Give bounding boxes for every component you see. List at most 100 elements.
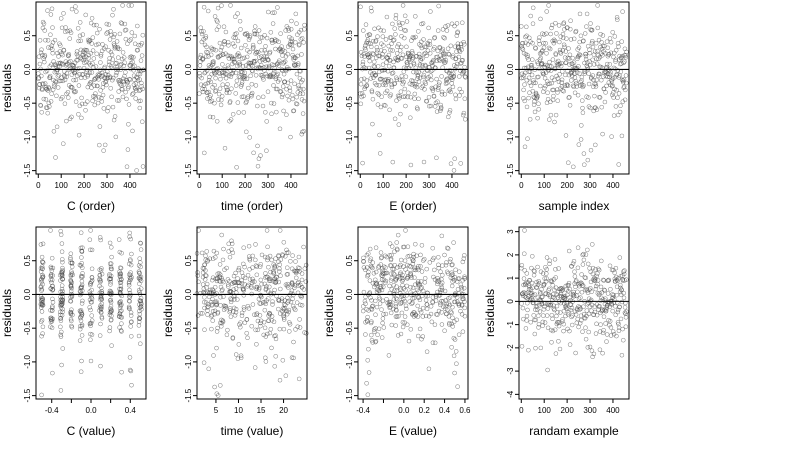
data-point	[556, 23, 562, 28]
data-point	[48, 45, 53, 51]
data-point	[590, 73, 596, 78]
data-point	[411, 251, 416, 257]
data-point	[88, 358, 94, 364]
data-point	[285, 265, 290, 270]
data-point	[211, 47, 216, 52]
data-point	[379, 68, 385, 73]
data-point	[128, 236, 133, 242]
data-point	[403, 74, 409, 79]
data-point	[613, 57, 618, 63]
data-point	[400, 324, 406, 330]
data-point	[398, 300, 403, 305]
data-point	[263, 271, 268, 276]
data-point	[580, 252, 585, 258]
y-tick-label: -0.5	[23, 321, 32, 335]
data-point	[384, 60, 389, 65]
data-point	[211, 59, 216, 64]
data-point	[248, 73, 253, 79]
data-point	[410, 311, 415, 317]
data-point	[619, 77, 625, 83]
data-point	[283, 254, 288, 259]
data-point	[122, 21, 128, 27]
data-point	[553, 351, 559, 356]
data-point	[370, 51, 375, 56]
data-point	[229, 241, 235, 247]
data-point	[39, 317, 45, 323]
data-point	[232, 32, 238, 37]
data-point	[99, 266, 104, 271]
data-point	[547, 81, 552, 87]
data-point	[550, 57, 556, 62]
data-point	[460, 259, 466, 265]
data-point	[89, 278, 95, 283]
data-point	[207, 95, 212, 100]
data-point	[127, 295, 132, 300]
data-point	[50, 305, 55, 311]
data-point	[117, 300, 122, 306]
data-point	[589, 302, 595, 308]
data-point	[573, 350, 578, 356]
y-tick-label: 0.0	[506, 63, 515, 75]
data-point	[419, 243, 425, 248]
data-point	[277, 126, 283, 132]
data-point	[390, 21, 395, 27]
data-point	[411, 258, 416, 263]
data-point	[201, 266, 207, 271]
data-point	[103, 71, 109, 77]
data-point	[233, 352, 239, 357]
data-point	[615, 309, 621, 315]
data-point	[107, 328, 112, 334]
data-point	[417, 307, 423, 313]
data-point	[231, 280, 237, 285]
data-point	[427, 38, 432, 44]
data-point	[98, 88, 103, 93]
data-point	[218, 279, 223, 284]
data-point	[235, 297, 240, 302]
y-tick-label: 0.0	[184, 63, 193, 75]
data-point	[259, 54, 264, 59]
data-point	[462, 96, 468, 101]
data-point	[214, 345, 219, 351]
data-point	[591, 84, 596, 89]
data-point	[600, 350, 605, 356]
data-point	[570, 261, 576, 266]
data-point	[544, 51, 549, 56]
data-point	[294, 71, 300, 77]
data-point	[239, 278, 244, 283]
data-point	[302, 22, 307, 28]
data-point	[51, 84, 57, 89]
data-point	[58, 312, 63, 318]
data-point	[76, 83, 82, 88]
data-point	[430, 245, 435, 251]
data-point	[269, 314, 275, 319]
data-point	[442, 92, 448, 97]
data-point	[561, 20, 567, 25]
data-point	[572, 90, 578, 96]
data-point	[254, 342, 259, 347]
data-point	[88, 331, 93, 337]
data-point	[241, 307, 247, 312]
y-tick-label: -0.5	[23, 96, 32, 110]
data-point	[549, 80, 555, 86]
data-point	[263, 359, 269, 364]
data-point	[602, 288, 607, 293]
data-point	[535, 282, 541, 287]
data-point	[612, 34, 618, 39]
data-point	[416, 79, 422, 85]
data-point	[109, 254, 114, 260]
data-point	[230, 250, 236, 256]
data-point	[623, 53, 628, 58]
data-point	[606, 278, 611, 283]
data-point	[210, 275, 216, 280]
data-point	[274, 86, 280, 92]
data-point	[296, 83, 301, 88]
data-point	[445, 246, 451, 251]
data-point	[380, 298, 386, 304]
data-point	[549, 312, 555, 318]
data-point	[449, 345, 454, 350]
data-point	[127, 367, 133, 373]
data-point	[201, 4, 207, 10]
data-point	[117, 314, 122, 319]
data-points	[360, 228, 468, 397]
data-point	[207, 291, 212, 296]
